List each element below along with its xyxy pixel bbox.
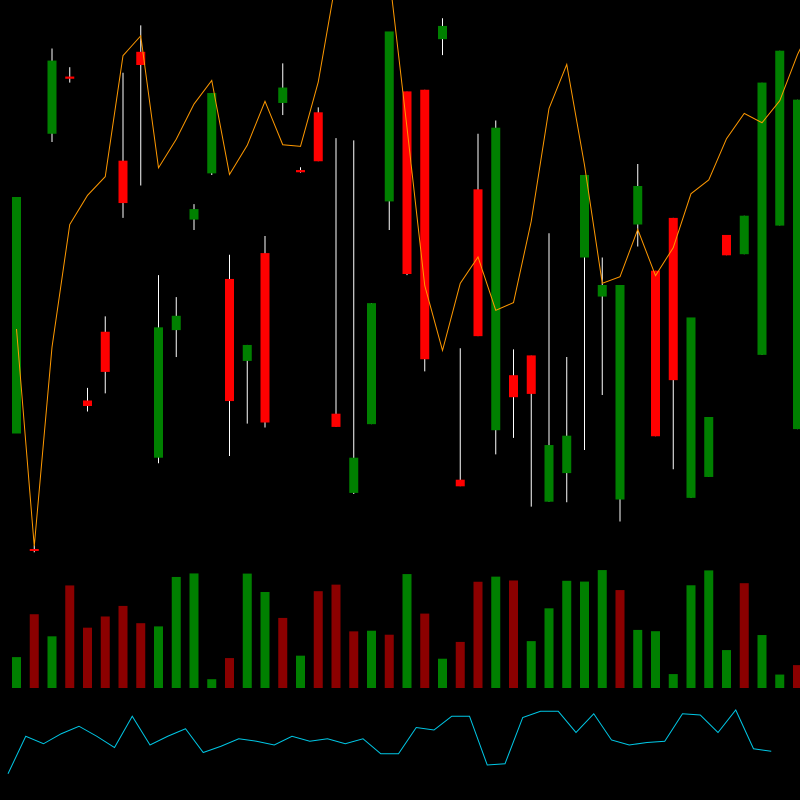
candle-body [225,278,234,402]
candle-body [509,375,518,398]
volume-bar [491,576,501,688]
candle-body [367,303,376,425]
candle-body [722,234,731,256]
volume-bar [686,585,696,688]
volume-bar [455,641,465,688]
candle-body [739,215,749,255]
volume-bar [260,592,270,688]
candle-body [189,209,199,220]
volume-bar [100,616,110,688]
candle-body [278,87,288,103]
volume-bar [597,570,607,688]
volume-bar [668,674,678,688]
candle-body [242,344,252,361]
candle-body [12,197,21,434]
volume-bar [207,679,217,688]
volume-bar [189,573,199,688]
candle-body [668,217,678,381]
indicator-panel [7,709,772,774]
volume-bar [83,627,92,688]
candle-body [793,99,800,430]
candle-body [615,285,625,500]
candle-body [757,82,767,355]
candle-body [29,549,39,551]
volume-bar [65,585,75,688]
candle-body [384,31,394,202]
volume-bar [278,617,288,688]
candle-body [526,355,536,394]
candle-body [349,457,359,493]
candle-body [580,175,589,258]
candle-body [420,89,430,360]
volume-bar [757,635,767,688]
candle-body [260,253,270,423]
candle-body [544,445,554,502]
moving-average-line [16,0,800,547]
candle-body [491,127,501,431]
volume-bar [384,634,394,688]
candle-body [65,76,75,79]
candle-body [686,317,696,498]
volume-bar [633,629,643,688]
volume-bar [651,631,660,688]
volume-bar [722,650,731,688]
candle-body [633,186,643,225]
volume-bar [171,576,181,688]
volume-bar [47,636,57,688]
volume-bar [402,574,412,688]
volume-bar [509,580,518,688]
candle-body [154,327,163,458]
candle-body [331,413,341,427]
volume-bar [775,674,785,688]
volume-bar [296,655,305,688]
candle-body [775,50,785,226]
volume-bar [580,581,589,688]
candle-body [704,417,714,477]
volume-bar [420,613,430,688]
volume-bar [438,658,447,688]
price-panel [12,0,800,553]
candle-body [47,60,57,134]
volume-bar [367,630,376,688]
volume-bar [526,641,536,688]
candle-body [597,285,607,297]
candle-body [83,400,92,406]
volume-bar [349,631,359,688]
volume-bar [793,665,800,688]
volume-bar [562,580,572,688]
volume-bar [704,570,714,688]
volume-panel [12,570,800,688]
candle-body [118,160,128,204]
volume-bar [136,623,146,688]
candle-body [473,189,483,337]
volume-bar [12,657,21,688]
volume-bar [154,626,163,688]
candle-body [313,112,323,162]
volume-bar [615,590,625,688]
volume-bar [242,573,252,688]
candle-body [402,91,412,275]
volume-bar [29,614,39,688]
candle-body [562,435,572,474]
volume-bar [473,581,483,688]
candle-body [171,315,181,331]
candle-body [651,270,660,437]
volume-bar [544,608,554,688]
indicator-line [7,709,772,774]
candle-body [455,479,465,487]
candle-body [207,93,217,174]
candle-body [438,25,447,40]
candle-body [296,170,305,173]
volume-bar [331,584,341,688]
candle-body [136,51,146,65]
volume-bar [118,605,128,688]
volume-bar [313,591,323,688]
candle-body [100,331,110,372]
volume-bar [739,583,749,688]
volume-bar [225,658,234,688]
